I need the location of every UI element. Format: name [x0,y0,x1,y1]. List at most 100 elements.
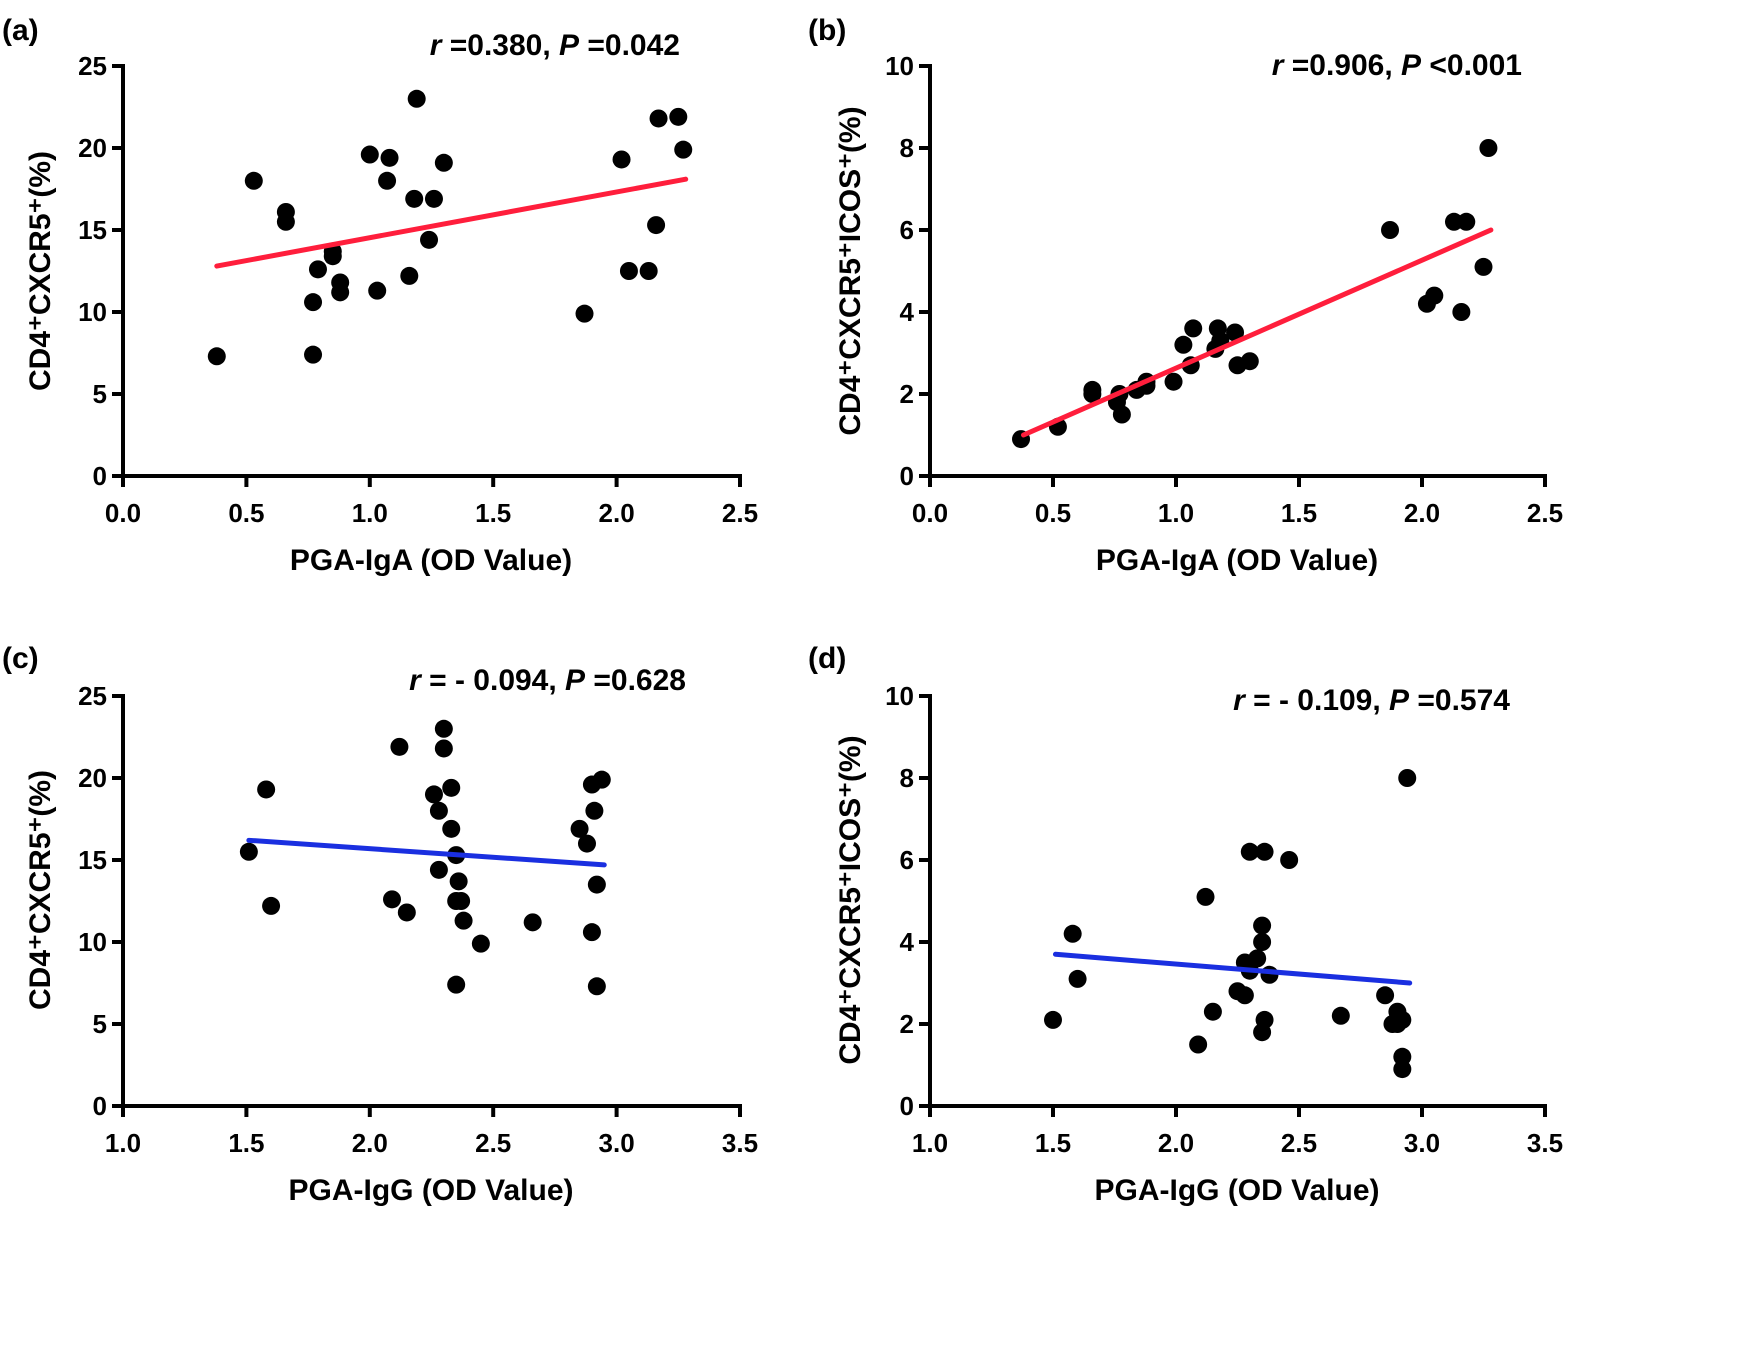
data-point [1444,212,1463,231]
y-tick-label: 10 [885,681,914,711]
panel-label: (b) [808,14,846,47]
panel-label: (d) [808,642,846,675]
data-point [1479,139,1498,157]
r-symbol: r [1233,684,1247,717]
x-axis-label: PGA-IgG (OD Value) [288,1174,573,1207]
x-tick-label: 2.0 [599,498,635,528]
panel-label: (c) [2,642,39,675]
y-tick-label: 0 [900,461,914,491]
y-tick-label: 4 [900,297,915,327]
y-tick-label: 0 [93,1091,107,1121]
data-point [1331,1006,1350,1025]
panel-c: (c) 1.0 1.5 2.0 2.5 3.0 3.5 0 5 10 15 20 25 PGA-IgG (… [2,642,758,1207]
y-tick-label: 20 [78,763,107,793]
y-tick-label: 4 [900,927,915,957]
data-point [1457,212,1476,231]
data-point [1253,933,1272,951]
data-point [1240,352,1259,371]
data-point [1253,916,1272,935]
data-point [582,923,601,942]
data-point [262,896,281,915]
regression-line [246,837,607,868]
x-tick-label: 2.0 [1158,1128,1194,1158]
data-point [577,834,596,853]
panel-a: (a) 0.0 0.5 1.0 1.5 2.0 2.5 0 5 10 15 20 25 PGA-IgA (… [2,14,758,577]
correlation-annotation: r =0.380, P =0.042 [430,29,680,62]
data-point [1189,1035,1208,1054]
p-value: =0.042 [579,29,680,62]
p-value: =0.628 [585,664,686,697]
x-tick-label: 1.0 [105,1128,141,1158]
data-point [244,171,263,190]
data-point [407,89,426,108]
data-point [1112,405,1131,424]
panel-d: (d) 1.0 1.5 2.0 2.5 3.0 3.5 0 2 4 6 8 10 PGA-IgG (OD … [808,642,1563,1207]
data-point [380,148,399,167]
r-value: =0.380, [441,29,559,62]
y-tick-label: 2 [900,379,914,409]
x-tick-label: 0.5 [1035,498,1071,528]
p-value: =0.574 [1409,684,1510,717]
data-point [639,262,658,280]
data-point [523,913,542,932]
data-point [612,150,631,169]
data-point [1235,986,1254,1005]
x-tick-label: 2.5 [1281,1128,1317,1158]
x-tick-label: 2.0 [352,1128,388,1158]
data-point [1425,286,1444,305]
data-point [378,171,397,190]
y-tick-label: 2 [900,1009,914,1039]
data-point [400,266,419,285]
data-point [1280,851,1299,869]
data-point [434,739,453,758]
correlation-annotation: r = - 0.094, P =0.628 [409,664,686,697]
y-tick-label: 25 [78,681,107,711]
data-point [420,230,439,249]
data-point [429,860,448,879]
data-point [587,875,606,894]
data-point [360,145,379,164]
data-point [1196,887,1215,906]
p-symbol: P [559,29,580,62]
x-tick-label: 3.5 [722,1128,758,1158]
data-point [1393,1060,1412,1079]
panel-b: (b) 0.0 0.5 1.0 1.5 2.0 2.5 0 2 4 6 8 10 PGA-IgA (OD … [808,14,1563,577]
y-tick-label: 8 [900,133,914,163]
y-axis-label: CD4⁺CXCR5⁺(%) [24,151,57,391]
data-point [619,262,638,280]
x-tick-label: 1.5 [1281,498,1317,528]
y-tick-label: 8 [900,763,914,793]
data-point [449,872,468,891]
data-point [587,977,606,996]
data-point [647,216,666,235]
data-point [424,189,443,208]
p-symbol: P [1389,684,1410,717]
data-point [405,189,424,208]
y-tick-label: 10 [78,927,107,957]
data-point [1255,1010,1274,1029]
data-point [424,785,443,804]
p-symbol: P [565,664,586,697]
y-axis-label: CD4⁺CXCR5⁺ICOS⁺(%) [834,106,867,435]
data-point [257,780,276,799]
y-tick-label: 0 [93,461,107,491]
data-point [1226,323,1245,342]
x-tick-label: 0.0 [912,498,948,528]
y-tick-label: 20 [78,133,107,163]
data-point [452,892,471,910]
data-point [304,293,323,312]
x-tick-label: 1.5 [1035,1128,1071,1158]
y-tick-label: 6 [900,845,914,875]
y-tick-label: 15 [78,215,107,245]
data-point [669,107,688,126]
y-tick-label: 0 [900,1091,914,1121]
y-tick-label: 10 [885,51,914,81]
r-symbol: r [430,29,444,62]
x-tick-label: 3.0 [599,1128,635,1158]
data-point [1474,257,1493,276]
r-symbol: r [409,664,423,697]
data-point [397,903,416,922]
x-tick-label: 1.0 [912,1128,948,1158]
data-point [471,934,490,953]
